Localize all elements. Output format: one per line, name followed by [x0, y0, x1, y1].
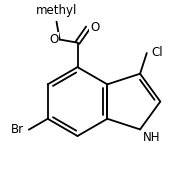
Text: Br: Br	[11, 123, 24, 136]
Text: methyl: methyl	[36, 4, 77, 17]
Text: Cl: Cl	[151, 46, 163, 59]
Text: O: O	[90, 21, 99, 34]
Text: O: O	[49, 33, 58, 46]
Text: NH: NH	[143, 131, 160, 144]
